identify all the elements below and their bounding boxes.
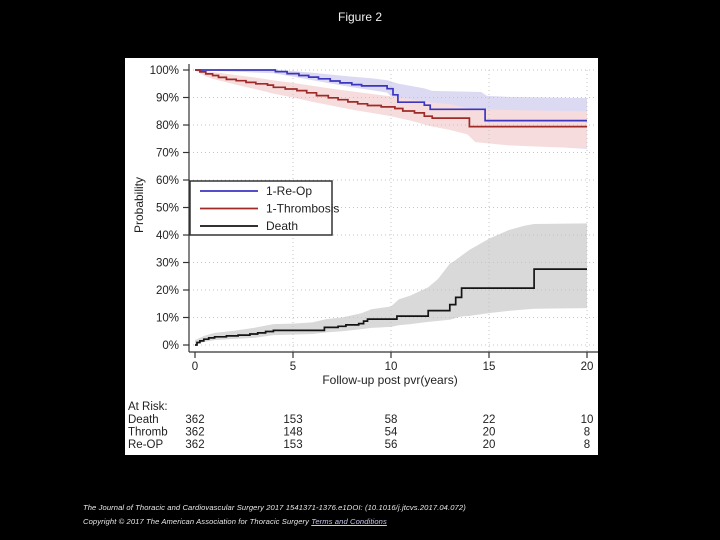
figure-title: Figure 2	[337, 10, 383, 24]
at-risk-row-label: Thromb	[128, 427, 168, 439]
at-risk-header: At Risk:	[128, 401, 168, 413]
citation-line: The Journal of Thoracic and Cardiovascul…	[83, 503, 466, 512]
x-tick-label: 5	[290, 361, 296, 373]
copyright-text: Copyright © 2017 The American Associatio…	[83, 517, 312, 526]
y-tick-label: 10%	[156, 313, 179, 325]
at-risk-value: 10	[581, 414, 594, 426]
x-tick-label: 20	[581, 361, 594, 373]
y-axis-title: Probability	[132, 177, 146, 233]
legend-label--re-op: 1-Re-Op	[266, 184, 312, 198]
x-tick-label: 10	[385, 361, 398, 373]
y-tick-label: 50%	[156, 203, 179, 215]
x-tick-label: 0	[192, 361, 198, 373]
at-risk-value: 22	[483, 414, 496, 426]
y-tick-label: 80%	[156, 120, 179, 132]
km-chart-panel: 0% 10% 20% 30% 40% 50% 60% 70% 80% 90% 100% 0 5 10 15 2…	[125, 58, 598, 455]
survival-curve-death	[195, 268, 587, 346]
at-risk-value: 362	[185, 439, 204, 451]
at-risk-row-label: Death	[128, 414, 159, 426]
legend-label--thrombosis: 1-Thrombosis	[266, 202, 339, 216]
y-tick-label: 40%	[156, 230, 179, 242]
y-tick-label: 20%	[156, 285, 179, 297]
at-risk-row-label: Re-OP	[128, 439, 163, 451]
at-risk-value: 56	[385, 439, 398, 451]
legend-label-death: Death	[266, 219, 298, 233]
at-risk-value: 153	[283, 439, 302, 451]
x-axis-title: Follow-up post pvr(years)	[322, 373, 457, 387]
copyright-line: Copyright © 2017 The American Associatio…	[83, 517, 387, 526]
y-tick-label: 30%	[156, 258, 179, 270]
y-tick-label: 70%	[156, 148, 179, 160]
at-risk-value: 54	[385, 427, 398, 439]
y-tick-label: 100%	[150, 65, 179, 77]
y-tick-label: 0%	[162, 340, 179, 352]
at-risk-value: 153	[283, 414, 302, 426]
at-risk-value: 8	[584, 427, 590, 439]
terms-and-conditions-link[interactable]: Terms and Conditions	[311, 517, 387, 526]
at-risk-value: 362	[185, 414, 204, 426]
at-risk-value: 20	[483, 439, 496, 451]
survival-curve--thrombosis	[195, 69, 587, 128]
x-tick-label: 15	[483, 361, 496, 373]
at-risk-value: 362	[185, 427, 204, 439]
km-chart-svg: 0% 10% 20% 30% 40% 50% 60% 70% 80% 90% 100% 0 5 10 15 2…	[128, 64, 598, 451]
at-risk-value: 58	[385, 414, 398, 426]
at-risk-value: 148	[283, 427, 302, 439]
y-tick-label: 90%	[156, 93, 179, 105]
y-tick-label: 60%	[156, 175, 179, 187]
survival-curve--re-op	[195, 69, 587, 122]
confidence-band-death	[195, 223, 587, 345]
at-risk-value: 20	[483, 427, 496, 439]
at-risk-value: 8	[584, 439, 590, 451]
